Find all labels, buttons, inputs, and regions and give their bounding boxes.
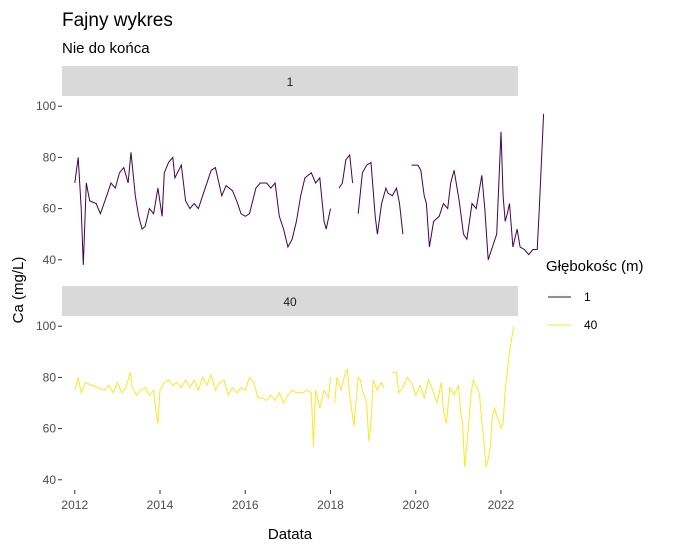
y-tick-label: 80	[43, 150, 57, 164]
series-line-1	[74, 152, 331, 265]
x-tick-label: 2018	[317, 498, 344, 512]
legend-title: Głębokośc (m)	[546, 258, 644, 275]
legend-label-40: 40	[584, 318, 598, 332]
legend-label-1: 1	[584, 290, 591, 304]
x-axis: 2012 2014 2016 2018 2020 2022	[61, 490, 515, 512]
chart-subtitle: Nie do końca	[62, 40, 150, 57]
y-axis-title: Ca (mg/L)	[10, 257, 27, 324]
facet-40-strip: 40	[62, 286, 518, 316]
series-line-1	[338, 153, 354, 189]
y-tick-label: 60	[43, 422, 57, 436]
x-axis-title: Datata	[268, 526, 313, 543]
facet-40-strip-label: 40	[283, 295, 297, 309]
series-line-1	[357, 161, 404, 235]
series-line-1	[411, 113, 545, 260]
y-tick-label: 40	[43, 473, 57, 487]
facet-1-strip-background	[62, 66, 518, 96]
facet-1-strip-label: 1	[287, 75, 294, 89]
series-line-40	[392, 326, 515, 468]
x-tick-label: 2016	[232, 498, 259, 512]
x-tick-label: 2014	[147, 498, 174, 512]
y-tick-label: 100	[36, 319, 56, 333]
facet-40-panel: 40 60 80 100	[36, 319, 515, 487]
y-tick-label: 40	[43, 253, 57, 267]
y-tick-label: 80	[43, 370, 57, 384]
facet-1-panel: 40 60 80 100	[36, 99, 545, 267]
x-tick-label: 2022	[488, 498, 515, 512]
x-tick-label: 2012	[61, 498, 88, 512]
x-tick-label: 2020	[402, 498, 429, 512]
series-line-40	[334, 368, 385, 442]
facet-40-strip-background	[62, 286, 518, 316]
legend: Głębokośc (m) 1 40	[546, 258, 644, 332]
series-line-40	[74, 372, 331, 447]
facet-1-strip: 1	[62, 66, 518, 96]
y-tick-label: 60	[43, 202, 57, 216]
chart-title: Fajny wykres	[62, 10, 173, 31]
y-tick-label: 100	[36, 99, 56, 113]
